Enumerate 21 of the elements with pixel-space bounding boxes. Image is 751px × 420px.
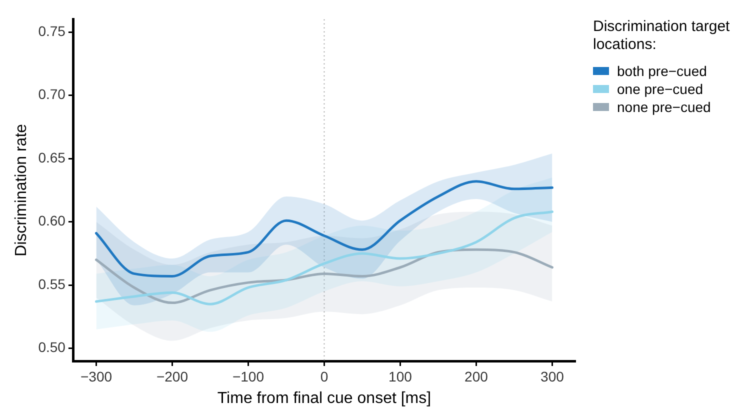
x-axis-title: Time from final cue onset [ms] <box>217 390 432 407</box>
legend-label: none pre−cued <box>617 99 711 115</box>
y-tick-label: 0.65 <box>38 149 66 166</box>
y-tick-label: 0.60 <box>38 212 66 229</box>
x-tick-label: 300 <box>540 368 564 384</box>
y-tick-label: 0.55 <box>38 276 66 292</box>
x-tick-label: −200 <box>156 368 188 384</box>
x-tick-label: 0 <box>320 368 328 384</box>
y-tick-label: 0.75 <box>38 22 66 39</box>
legend-label: both pre−cued <box>617 63 707 79</box>
x-tick-label: −300 <box>80 368 112 384</box>
line-series <box>94 210 554 306</box>
x-tick-label: 100 <box>388 368 412 384</box>
y-axis-title: Discrimination rate <box>13 124 30 256</box>
legend-title: Discrimination target locations: <box>593 18 731 54</box>
line-series <box>94 180 554 278</box>
y-tick-label: 0.70 <box>38 86 66 102</box>
x-tick-label: −100 <box>232 368 264 384</box>
x-tick-label: 200 <box>464 368 488 384</box>
legend-label: one pre−cued <box>617 81 704 97</box>
y-tick-label: 0.50 <box>38 339 66 356</box>
